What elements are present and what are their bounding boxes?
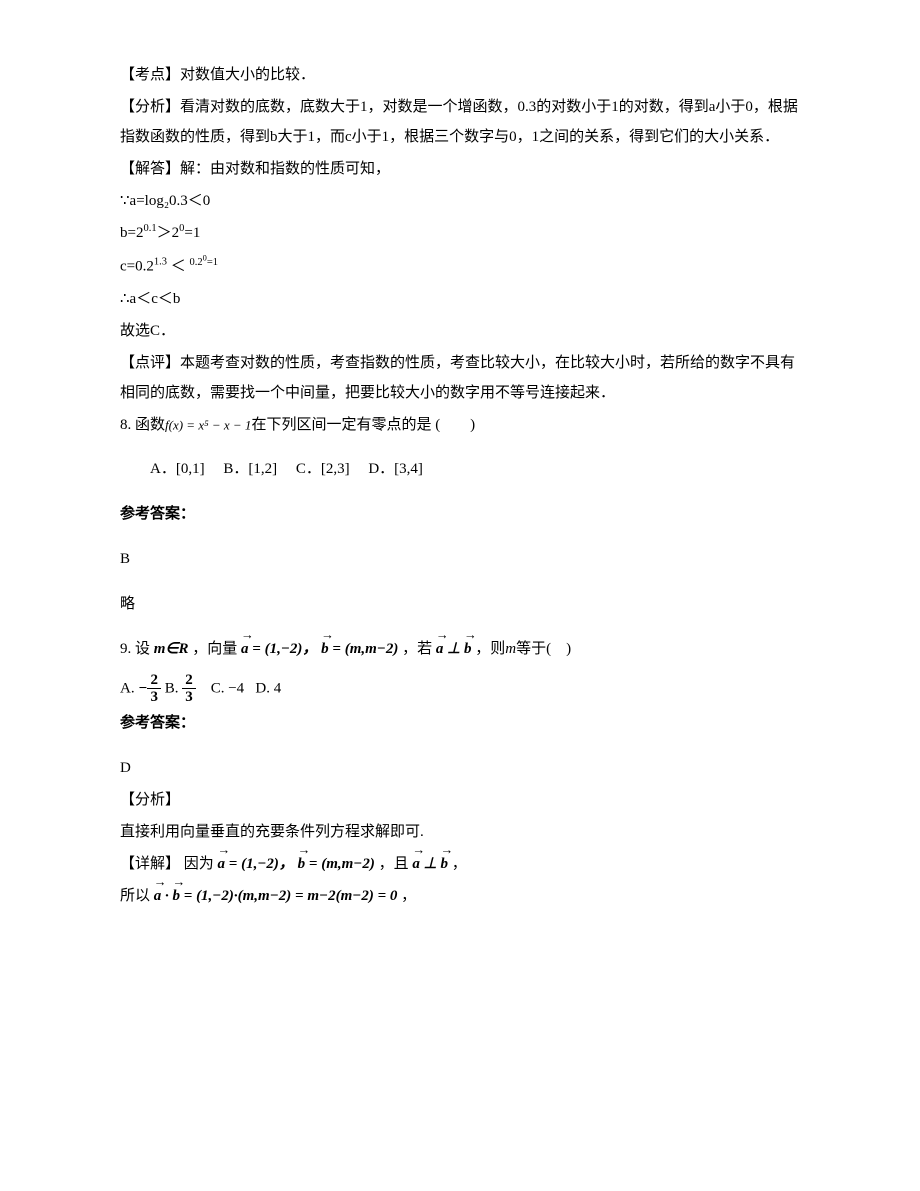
- q8-option-a: A．[0,1]: [150, 461, 205, 477]
- q7-kaodian: 【考点】对数值大小的比较．: [120, 60, 800, 90]
- q9-options: A. −23 B. 23 C. −4 D. 4: [120, 672, 800, 706]
- q9-xiangjie-pre: 因为: [184, 856, 214, 872]
- q9-xj-perp: ⊥: [420, 856, 441, 872]
- q8-options: A．[0,1] B．[1,2] C．[2,3] D．[3,4]: [120, 454, 800, 484]
- q8-lue: 略: [120, 589, 800, 619]
- q7-line1: ∵a=log₂0.3＜0: [120, 186, 800, 216]
- q7-line2: b=20.1＞20=1: [120, 218, 800, 248]
- q9-perp: ⊥: [443, 641, 464, 657]
- q9-comma1: ，向量: [192, 641, 237, 657]
- q9-b-eq: = (m,m−2): [329, 641, 399, 657]
- q9-vec-a2-icon: a: [436, 634, 444, 664]
- q7-jieda-intro: 【解答】解：由对数和指数的性质可知，: [120, 154, 800, 184]
- q8-option-c: C．[2,3]: [296, 461, 350, 477]
- q9-stem-end: 等于( ): [516, 641, 571, 657]
- q9-xj-vec-b2-icon: b: [440, 849, 448, 879]
- q9-opt-d: D. 4: [252, 680, 282, 696]
- q9-xiangjie-label: 【详解】: [120, 856, 180, 872]
- q8-answer: B: [120, 544, 800, 574]
- q9-calc-dot: ·: [161, 888, 172, 904]
- q9-m-in-r: m∈R: [154, 641, 189, 657]
- q9-opt-b-pre: B.: [165, 680, 183, 696]
- q7-jieda-label: 【解答】: [120, 161, 180, 177]
- q9-suoyi-text: 所以: [120, 888, 150, 904]
- q7-dianping: 【点评】本题考查对数的性质，考查指数的性质，考查比较大小，在比较大小时，若所给的…: [120, 348, 800, 408]
- q7-line3-sup2: 0.2: [190, 257, 203, 268]
- q9-m-var: m: [505, 641, 516, 657]
- q9-stem: 9. 设 m∈R ，向量 a = (1,−2)， b = (m,m−2) ，若 …: [120, 634, 800, 664]
- q9-suoyi: 所以 a · b = (1,−2)·(m,m−2) = m−2(m−2) = 0…: [120, 881, 800, 911]
- q7-line2-end: =1: [184, 225, 200, 241]
- q7-line5: 故选C．: [120, 316, 800, 346]
- q8-option-d: D．[3,4]: [368, 461, 423, 477]
- q8-stem: 8. 函数f(x) = x⁵ − x − 1在下列区间一定有零点的是 ( ): [120, 410, 800, 440]
- q9-frac-a: 23: [147, 672, 161, 706]
- q7-line3-sup2c: =1: [207, 257, 218, 268]
- q7-kaodian-label: 【考点】: [120, 67, 180, 83]
- q9-frac-b: 23: [182, 672, 196, 706]
- q7-line2-pre: b=2: [120, 225, 143, 241]
- q7-line2-sup1: 0.1: [143, 223, 156, 234]
- q9-calc-eq: = (1,−2)·(m,m−2) = m−2(m−2) = 0: [180, 888, 397, 904]
- q7-line2-mid: ＞2: [157, 225, 180, 241]
- q8-stem-pre: 8. 函数: [120, 417, 165, 433]
- q7-line3-pre: c=0.2: [120, 259, 154, 275]
- q7-line3: c=0.21.3 ＜ 0.20=1: [120, 250, 800, 282]
- q9-neg: −: [138, 680, 147, 696]
- q7-kaodian-text: 对数值大小的比较．: [180, 67, 315, 83]
- q9-b-eq2: = (m,m−2): [305, 856, 375, 872]
- q9-opt-c: C. −4: [207, 680, 244, 696]
- q7-jieda-text: 解：由对数和指数的性质可知，: [180, 161, 390, 177]
- q9-xj-vec-b-icon: b: [298, 849, 306, 879]
- q8-formula: f(x) = x⁵ − x − 1: [165, 417, 251, 432]
- q9-opt-a-pre: A.: [120, 680, 138, 696]
- q8-stem-post: 在下列区间一定有零点的是 ( ): [251, 417, 475, 433]
- q9-xiangjie-end: ，: [452, 856, 467, 872]
- q7-dianping-text: 本题考查对数的性质，考查指数的性质，考查比较大小，在比较大小时，若所给的数字不具…: [120, 355, 795, 401]
- q8-answer-label: 参考答案：: [120, 499, 800, 529]
- q9-vec-b-icon: b: [321, 634, 329, 664]
- q9-xj-vec-a2-icon: a: [412, 849, 420, 879]
- q7-line3-mid: ＜: [167, 259, 190, 275]
- q9-stem-pre: 9. 设: [120, 641, 150, 657]
- q9-xj-vec-a-icon: a: [218, 849, 226, 879]
- q9-comma2: ，若: [402, 641, 432, 657]
- q8-option-b: B．[1,2]: [223, 461, 277, 477]
- q9-vec-a-icon: a: [241, 634, 249, 664]
- q9-a-eq2: = (1,−2)，: [225, 856, 294, 872]
- q9-answer-label: 参考答案：: [120, 708, 800, 738]
- q7-fenxi-label: 【分析】: [120, 99, 180, 115]
- q7-line3-sup1: 1.3: [154, 257, 167, 268]
- q9-xiangjie-mid: ，且: [379, 856, 409, 872]
- q7-line4: ∴a＜c＜b: [120, 284, 800, 314]
- q9-calc-end: ，: [401, 888, 416, 904]
- q9-answer: D: [120, 753, 800, 783]
- q7-line3-sup2-group: 0.20=1: [190, 257, 218, 268]
- q7-fenxi-text: 看清对数的底数，底数大于1，对数是一个增函数，0.3的对数小于1的对数，得到a小…: [120, 99, 798, 145]
- q7-dianping-label: 【点评】: [120, 355, 180, 371]
- q9-calc-vec-b-icon: b: [173, 881, 181, 911]
- q9-xiangjie: 【详解】 因为 a = (1,−2)， b = (m,m−2) ，且 a ⊥ b…: [120, 849, 800, 879]
- q9-a-eq: = (1,−2)，: [249, 641, 318, 657]
- q7-fenxi: 【分析】看清对数的底数，底数大于1，对数是一个增函数，0.3的对数小于1的对数，…: [120, 92, 800, 152]
- q9-fenxi-label: 【分析】: [120, 785, 800, 815]
- q9-vec-b2-icon: b: [464, 634, 472, 664]
- q9-comma3: ，则: [475, 641, 505, 657]
- q9-calc-vec-a-icon: a: [154, 881, 162, 911]
